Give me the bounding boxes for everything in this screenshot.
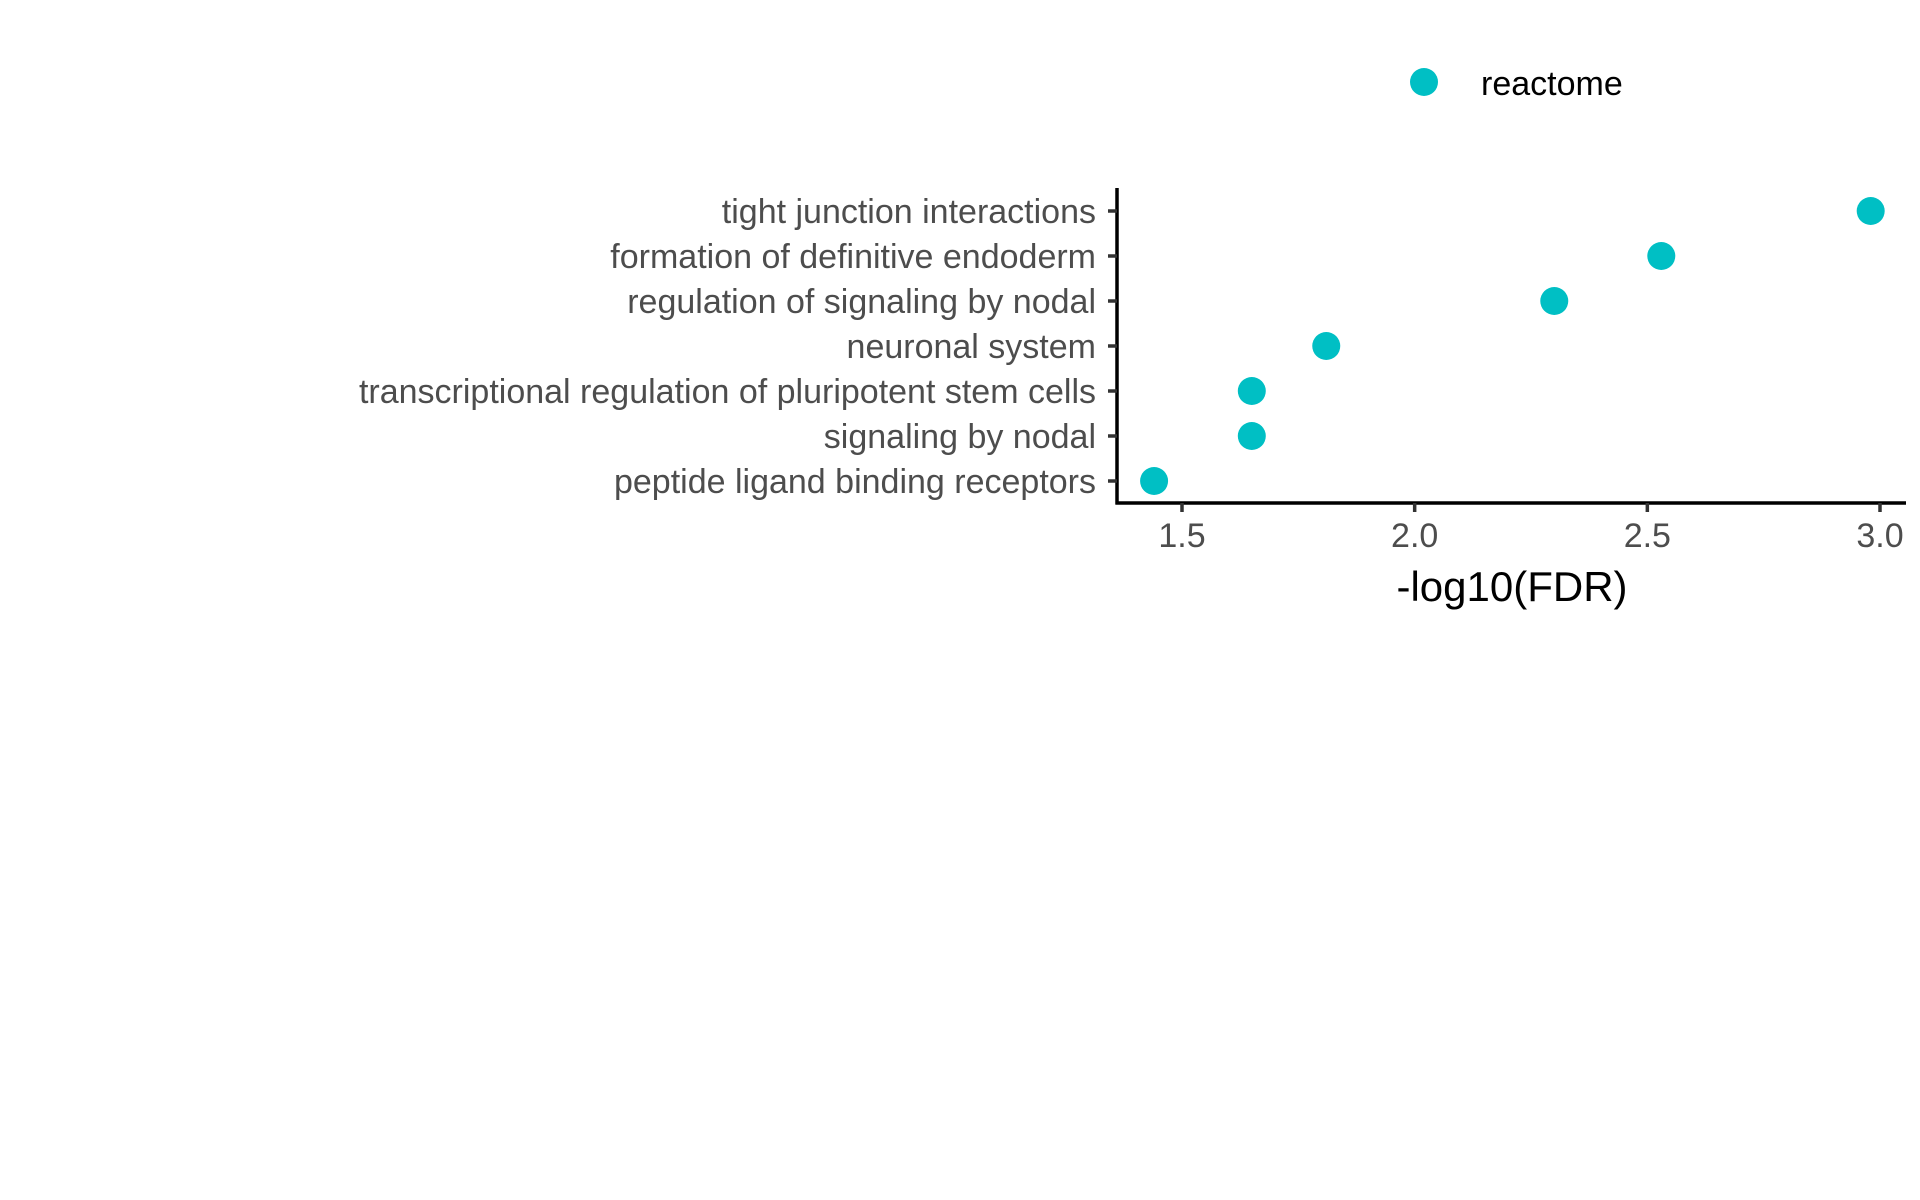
x-axis-title: -log10(FDR) [1396, 563, 1627, 610]
y-tick-label: formation of definitive endoderm [610, 238, 1096, 276]
data-point [1237, 377, 1266, 405]
y-tick-label: transcriptional regulation of pluripoten… [359, 373, 1096, 411]
data-point [1237, 422, 1266, 450]
legend-marker-reactome [1410, 68, 1438, 96]
y-tick-label: neuronal system [847, 328, 1096, 366]
x-tick-label: 2.0 [1391, 517, 1438, 555]
y-tick-label: peptide ligand binding receptors [614, 463, 1096, 501]
data-points [1140, 197, 1885, 495]
y-tick-label: signaling by nodal [824, 418, 1096, 456]
data-point [1140, 467, 1169, 495]
data-point [1647, 242, 1676, 270]
x-axis: 1.5 2.0 2.5 3.0 [1115, 501, 1906, 555]
data-point [1540, 287, 1569, 315]
legend-label-reactome: reactome [1481, 65, 1623, 103]
y-tick-label: regulation of signaling by nodal [627, 283, 1096, 321]
legend: reactome [1410, 65, 1623, 103]
data-point [1856, 197, 1885, 225]
y-tick-label: tight junction interactions [722, 193, 1096, 231]
x-tick-label: 3.0 [1856, 517, 1903, 555]
x-tick-label: 1.5 [1158, 517, 1205, 555]
x-tick-label: 2.5 [1624, 517, 1671, 555]
data-point [1312, 332, 1341, 360]
y-axis: tight junction interactions formation of … [359, 188, 1119, 505]
